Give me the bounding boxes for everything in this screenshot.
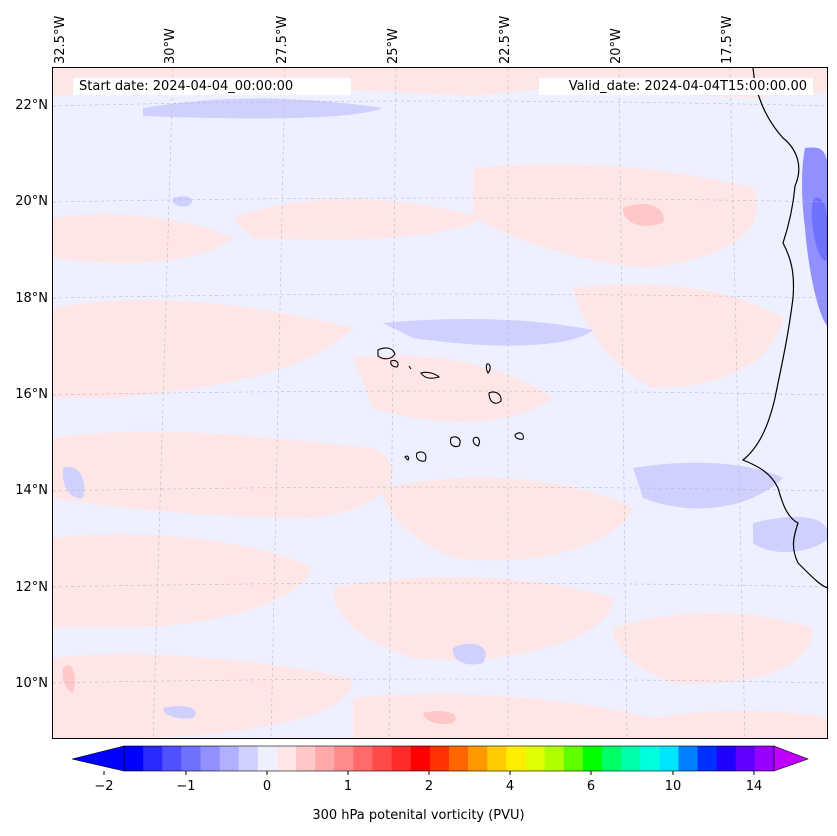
colorbar-cell [257,746,278,771]
colorbar-cell [506,746,526,771]
lon-label-22-5w: 22.5°W [498,15,513,64]
colorbar-cell [429,746,450,771]
colorbar-cell [391,746,412,771]
colorbar-cell [124,746,144,771]
colorbar-cell [468,746,488,771]
lon-label-25w: 25°W [386,28,401,64]
colorbar-cell [678,746,699,771]
colorbar-cell [544,746,565,771]
map-panel[interactable]: Start date: 2024-04-04_00:00:00 Valid_da… [52,67,828,739]
colorbar-cell [659,746,679,771]
start-date-banner: Start date: 2024-04-04_00:00:00 [73,78,351,95]
lat-label-10n: 10°N [15,676,48,691]
negative-pv-shading [62,98,827,719]
colorbar-cell [238,746,259,771]
lat-label-14n: 14°N [15,483,48,498]
colorbar-tick-10: 10 [664,779,682,794]
colorbar-cell [735,746,756,771]
colorbar-label: 300 hPa potenital vorticity (PVU) [312,808,525,823]
lon-label-20w: 20°W [609,28,624,64]
valid-date-banner: Valid_date: 2024-04-04T15:00:00.00 [539,78,813,95]
colorbar-cell [296,746,316,771]
lat-label-16n: 16°N [15,387,48,402]
colorbar-tick-minus2: −2 [94,779,114,794]
lon-label-27-5w: 27.5°W [275,15,290,64]
colorbar-cell [754,746,775,771]
colorbar-tick-0: 0 [262,779,272,794]
colorbar [71,745,809,775]
africa-coastline [741,68,827,589]
colorbar-cell [487,746,507,771]
colorbar-tick-2: 2 [424,779,434,794]
colorbar-cell [315,746,335,771]
colorbar-cell [621,746,641,771]
positive-pv-shading [53,68,827,738]
cape-verde-islands [377,347,524,462]
colorbar-cell [353,746,374,771]
lon-label-30w: 30°W [163,28,178,64]
lat-label-20n: 20°N [15,194,48,209]
colorbar-cell [640,746,660,771]
colorbar-cell [162,746,182,771]
colorbar-cell [219,746,240,771]
colorbar-cell [200,746,221,771]
colorbar-cell [334,746,354,771]
colorbar-cell [143,746,163,771]
positive-pv-cores [62,203,664,724]
vorticity-map [53,68,827,738]
colorbar-extend-high [773,745,809,772]
colorbar-cell [181,746,201,771]
colorbar-tick-6: 6 [586,779,596,794]
colorbar-tick-1: 1 [343,779,353,794]
colorbar-tick-14: 14 [745,779,763,794]
lat-label-18n: 18°N [15,291,48,306]
colorbar-cell [449,746,469,771]
graticule [53,68,827,738]
colorbar-cell [697,746,718,771]
lon-label-17-5w: 17.5°W [720,15,735,64]
coastal-negative-pv-core [811,197,827,261]
colorbar-cell [276,746,297,771]
colorbar-cell [601,746,622,771]
colorbar-cell [372,746,393,771]
lon-label-32-5w: 32.5°W [53,15,68,64]
colorbar-tick-minus1: −1 [176,779,196,794]
colorbar-cell [563,746,584,771]
colorbar-cell [716,746,737,771]
lat-label-12n: 12°N [15,580,48,595]
colorbar-tick-4: 4 [505,779,515,794]
colorbar-extend-low [71,745,125,772]
lat-label-22n: 22°N [15,98,48,113]
colorbar-cell [582,746,603,771]
colorbar-cell [525,746,546,771]
colorbar-cell [410,746,431,771]
